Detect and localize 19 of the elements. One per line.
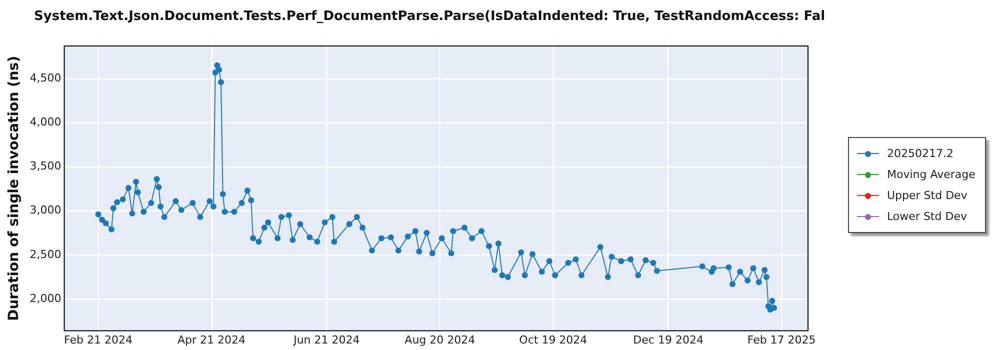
- x-tick-label: Apr 21 2024: [178, 333, 246, 346]
- x-tick-label: Jun 21 2024: [292, 333, 360, 346]
- x-tick-label: Feb 21 2024: [64, 333, 132, 346]
- chart-title: System.Text.Json.Document.Tests.Perf_DocumentParse.Parse(IsDataIndented: True, TestRandomAccess: Fal: [34, 9, 826, 24]
- x-tick-label: Dec 19 2024: [633, 333, 704, 346]
- x-tick-label: Feb 17 2025: [747, 333, 816, 346]
- x-tick-label: Aug 20 2024: [404, 333, 476, 346]
- x-tick-label: Oct 19 2024: [519, 333, 588, 346]
- y-tick-label: 3,500: [30, 160, 62, 173]
- y-tick-label: 2,500: [30, 248, 62, 261]
- y-tick-label: 3,000: [30, 204, 62, 217]
- y-tick-label: 2,000: [30, 292, 62, 305]
- y-axis-title: Duration of single invocation (ns): [6, 56, 22, 321]
- legend-label: 20250217.2: [887, 147, 954, 160]
- legend-label: Upper Std Dev: [887, 189, 968, 202]
- legend-label: Moving Average: [887, 168, 976, 181]
- legend-label: Lower Std Dev: [887, 210, 967, 223]
- y-tick-label: 4,500: [30, 71, 62, 84]
- y-tick-label: 4,000: [30, 116, 62, 129]
